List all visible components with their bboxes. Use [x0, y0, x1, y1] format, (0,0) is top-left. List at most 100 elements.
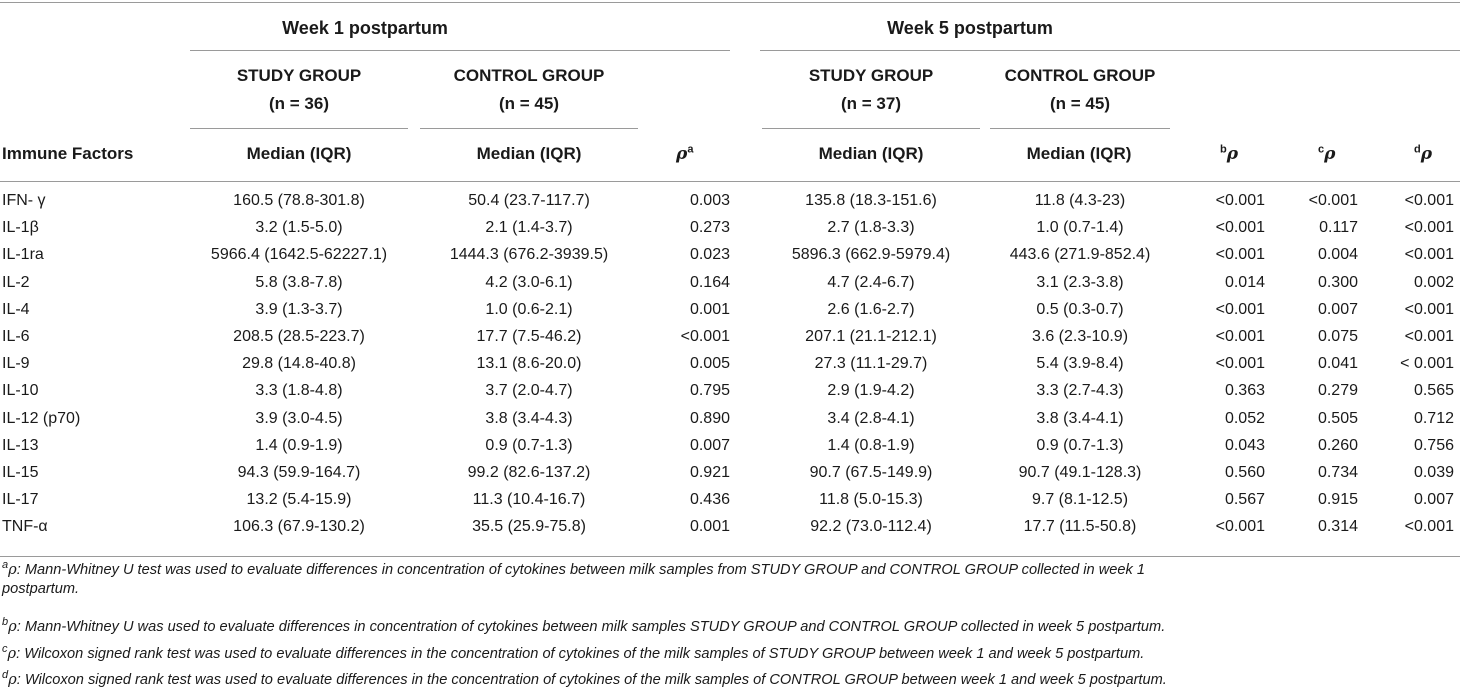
footnote-d-mark: d: [2, 669, 9, 682]
cell-w1-study: 106.3 (67.9-130.2): [233, 518, 365, 536]
cell-p-c: <0.001: [1308, 192, 1358, 209]
column-w1-control-median: Median (IQR): [476, 144, 582, 163]
cell-p-a: 0.001: [689, 518, 730, 536]
footnote-a-continued: postpartum.: [2, 581, 80, 597]
column-w1-study-median: Median (IQR): [246, 144, 352, 163]
cell-p-d: 0.002: [1413, 273, 1454, 291]
cell-p-d: <0.001: [1404, 328, 1454, 345]
cell-immune-factor: IL-2: [2, 273, 30, 291]
cell-p-b: <0.001: [1215, 246, 1265, 264]
cell-p-a: 0.890: [689, 409, 730, 427]
footnote-a: aρ: Mann-Whitney U test was used to eval…: [2, 560, 1145, 580]
cell-p-a: 0.436: [689, 491, 730, 509]
cell-p-b: <0.001: [1215, 355, 1265, 373]
cell-immune-factor: IFN- γ: [2, 192, 46, 209]
footnote-b-rho: ρ: [8, 618, 17, 635]
cell-p-b: <0.001: [1215, 192, 1265, 209]
subgroup-w5-study-n: (n = 37): [841, 94, 901, 113]
cell-p-c: 0.279: [1317, 382, 1358, 400]
cell-w1-control: 2.1 (1.4-3.7): [485, 219, 573, 237]
subgroup-w1-study-name: STUDY GROUP: [236, 66, 362, 85]
table-bottom-rule: [0, 556, 1460, 557]
group-header-week5: Week 5 postpartum: [887, 18, 1053, 38]
cell-p-c: 0.117: [1319, 219, 1358, 237]
cell-w5-study: 11.8 (5.0-15.3): [819, 491, 923, 509]
cell-p-b: <0.001: [1215, 219, 1265, 237]
superscript-a: a: [687, 143, 694, 156]
cell-w1-control: 13.1 (8.6-20.0): [476, 355, 582, 373]
column-rho-d: dρ: [1414, 144, 1432, 164]
cell-p-d: <0.001: [1404, 300, 1454, 318]
cell-w5-control: 9.7 (8.1-12.5): [1031, 491, 1129, 509]
cell-w1-study: 5966.4 (1642.5-62227.1): [210, 246, 388, 264]
cell-w5-study: 27.3 (11.1-29.7): [814, 355, 928, 373]
cell-p-c: 0.260: [1317, 436, 1358, 454]
cell-w5-control: 0.5 (0.3-0.7): [1036, 300, 1124, 318]
cell-w1-control: 50.4 (23.7-117.7): [468, 192, 590, 209]
cell-w5-control: 3.3 (2.7-4.3): [1036, 382, 1124, 400]
cell-w1-control: 17.7 (7.5-46.2): [476, 328, 582, 345]
subgroup-w5-control-n: (n = 45): [1050, 94, 1110, 113]
cell-w1-study: 13.2 (5.4-15.9): [246, 491, 352, 509]
rho-symbol: ρ: [1226, 144, 1239, 164]
cell-p-d: < 0.001: [1400, 355, 1454, 373]
header-bottom-rule: [0, 181, 1460, 182]
cell-w1-study: 3.2 (1.5-5.0): [255, 219, 343, 237]
cell-p-c: 0.300: [1317, 273, 1358, 291]
cell-p-d: <0.001: [1404, 246, 1454, 264]
cell-w5-control: 17.7 (11.5-50.8): [1023, 518, 1137, 536]
cell-w5-study: 2.9 (1.9-4.2): [827, 382, 915, 400]
subgroup-w1-control-name: CONTROL GROUP: [453, 66, 605, 85]
cell-w5-study: 3.4 (2.8-4.1): [827, 409, 915, 427]
w1-study-underline: [190, 128, 408, 129]
cell-p-b: <0.001: [1215, 518, 1265, 536]
cell-p-c: 0.734: [1317, 464, 1358, 481]
cell-w1-study: 160.5 (78.8-301.8): [233, 192, 365, 209]
footnote-c-rho: ρ: [7, 645, 17, 662]
cell-w5-control: 3.8 (3.4-4.1): [1036, 409, 1124, 427]
cell-w1-control: 3.8 (3.4-4.3): [485, 409, 573, 427]
cell-w5-study: 90.7 (67.5-149.9): [809, 464, 933, 481]
column-w5-study-median: Median (IQR): [818, 144, 924, 163]
cell-w5-study: 5896.3 (662.9-5979.4): [791, 246, 951, 264]
cell-p-a: 0.007: [689, 436, 730, 454]
column-rho-b: bρ: [1220, 144, 1238, 164]
cell-p-d: <0.001: [1404, 219, 1454, 237]
cell-p-b: 0.052: [1224, 409, 1265, 427]
cell-w5-study: 1.4 (0.8-1.9): [827, 436, 915, 454]
cell-w5-control: 3.6 (2.3-10.9): [1031, 328, 1129, 345]
cell-p-c: 0.314: [1317, 518, 1358, 536]
table-top-rule: [0, 2, 1460, 3]
cell-p-d: 0.039: [1413, 464, 1454, 481]
cell-w1-study: 94.3 (59.9-164.7): [237, 464, 361, 481]
cell-p-d: <0.001: [1404, 192, 1454, 209]
subgroup-w5-study: STUDY GROUP (n = 37): [762, 62, 980, 118]
footnote-c: cρ: Wilcoxon signed rank test was used t…: [2, 644, 1144, 664]
column-rho-a: ρa: [676, 144, 693, 164]
cell-p-b: 0.560: [1224, 464, 1265, 481]
subgroup-w5-study-name: STUDY GROUP: [808, 66, 934, 85]
cell-p-d: 0.712: [1413, 409, 1454, 427]
cell-w1-control: 1444.3 (676.2-3939.5): [449, 246, 609, 264]
cell-immune-factor: IL-4: [2, 300, 30, 318]
cell-p-b: <0.001: [1215, 328, 1265, 345]
cell-w1-study: 3.9 (1.3-3.7): [255, 300, 343, 318]
cell-p-a: 0.273: [689, 219, 730, 237]
cell-immune-factor: IL-15: [2, 464, 39, 481]
footnote-b-text: : Mann-Whitney U was used to evaluate di…: [16, 619, 1166, 635]
cell-p-a: 0.795: [689, 382, 730, 400]
cell-w5-control: 1.0 (0.7-1.4): [1036, 219, 1124, 237]
cell-w5-study: 92.2 (73.0-112.4): [810, 518, 932, 536]
subgroup-w1-control-n: (n = 45): [499, 94, 559, 113]
cell-w1-control: 11.3 (10.4-16.7): [472, 491, 586, 509]
cell-p-d: <0.001: [1404, 518, 1454, 536]
cell-p-d: 0.565: [1413, 382, 1454, 400]
cell-immune-factor: IL-6: [2, 328, 30, 345]
cell-w1-control: 35.5 (25.9-75.8): [472, 518, 586, 536]
cell-w5-study: 207.1 (21.1-212.1): [805, 328, 937, 345]
cell-p-c: 0.041: [1317, 355, 1358, 373]
cell-p-b: 0.567: [1224, 491, 1265, 509]
rho-symbol: ρ: [1420, 144, 1433, 164]
rho-symbol: ρ: [676, 144, 688, 164]
cell-p-a: 0.921: [689, 464, 730, 481]
